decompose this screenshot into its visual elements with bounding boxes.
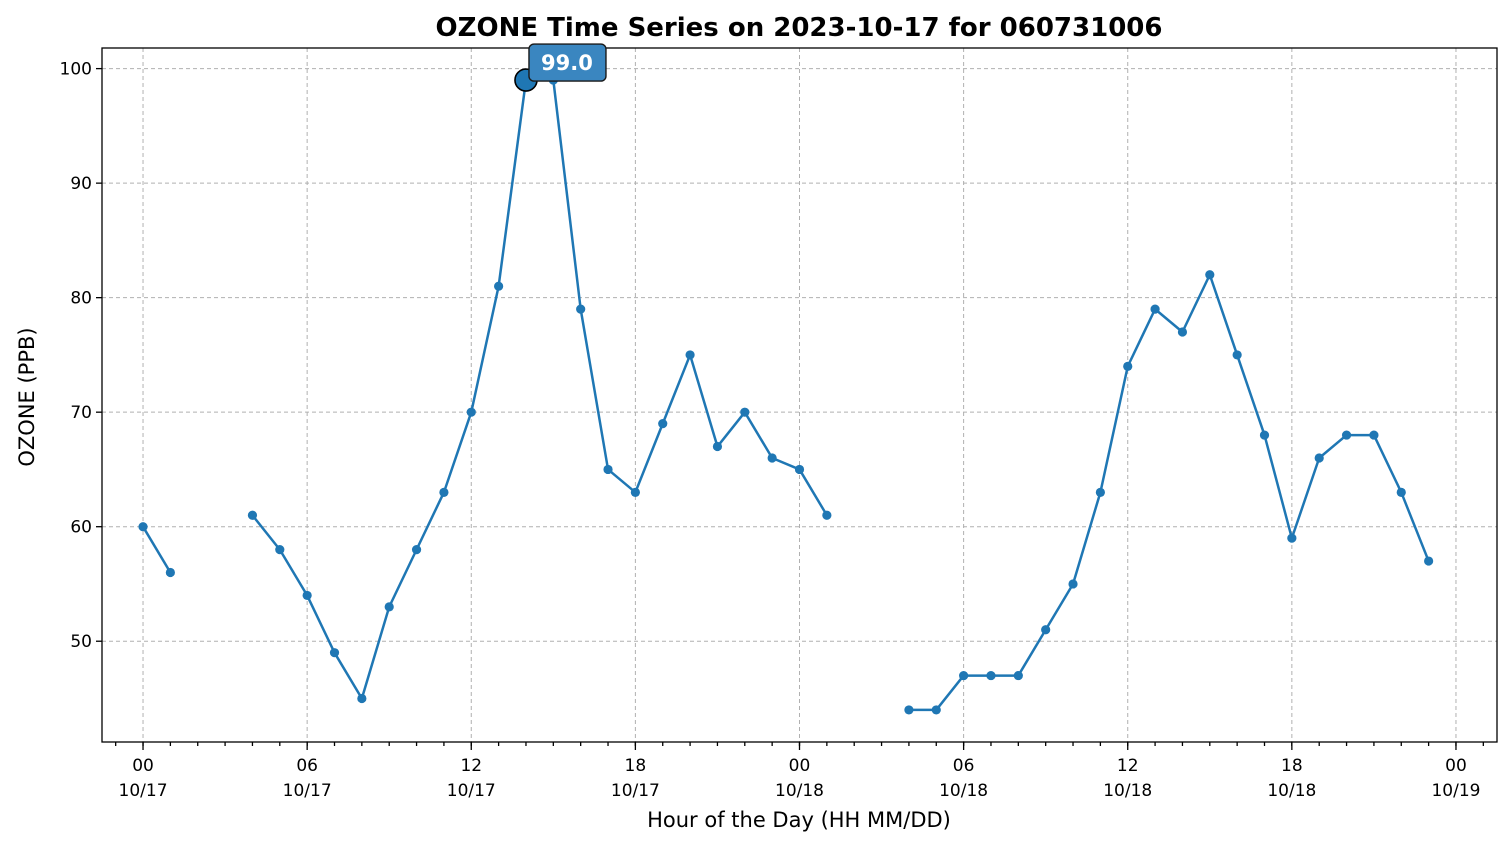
data-point [740, 407, 750, 417]
data-point [1123, 361, 1133, 371]
y-tick-label: 60 [70, 518, 92, 538]
data-point [959, 670, 969, 681]
x-tick-label-hour: 18 [625, 756, 647, 776]
x-tick-label-hour: 00 [789, 756, 811, 776]
data-point [767, 453, 777, 463]
x-tick-label-date: 10/18 [1267, 781, 1316, 801]
data-point [439, 487, 449, 497]
data-point [384, 602, 394, 612]
peak-label: 99.0 [541, 51, 593, 75]
data-point [329, 648, 340, 658]
chart-title: OZONE Time Series on 2023-10-17 for 0607… [436, 13, 1163, 43]
series-ozone [138, 75, 1434, 715]
data-point [138, 522, 148, 532]
y-tick-label: 80 [70, 289, 92, 309]
x-tick-label-hour: 18 [1281, 756, 1303, 776]
data-point [630, 487, 640, 497]
data-point [466, 407, 476, 417]
y-tick-label: 90 [70, 174, 92, 194]
data-point [576, 304, 586, 314]
x-tick-label-date: 10/17 [447, 781, 496, 801]
x-tick-label-hour: 00 [132, 756, 154, 776]
data-point [822, 510, 832, 520]
data-point [1068, 579, 1078, 589]
x-tick-label-date: 10/17 [283, 781, 332, 801]
data-point [1314, 453, 1324, 463]
data-point [1424, 556, 1434, 566]
series-line-segment [908, 273, 1430, 712]
x-tick-label-hour: 06 [296, 756, 318, 776]
data-point [1177, 327, 1188, 337]
tick-marks [96, 67, 1484, 750]
series-line-segment [141, 526, 172, 574]
data-point [931, 705, 941, 715]
y-axis-label: OZONE (PPB) [15, 327, 39, 466]
tick-labels: 50 60 70 80 90 100 00 10/17 06 10/17 12 10/17 18 10/1… [60, 60, 1481, 801]
grid [102, 48, 1497, 742]
data-point [904, 705, 914, 715]
data-point [494, 281, 504, 291]
data-point [1205, 270, 1215, 280]
data-point [603, 464, 613, 475]
y-tick-label: 100 [60, 60, 92, 80]
y-tick-label: 70 [70, 403, 92, 423]
data-point [165, 567, 175, 578]
data-point [1150, 304, 1160, 314]
x-tick-label-date: 10/18 [1103, 781, 1152, 801]
data-point [1232, 350, 1242, 360]
data-point [357, 693, 367, 704]
y-tick-label: 50 [70, 632, 92, 652]
data-point [1095, 487, 1105, 497]
series-line-segment [251, 78, 828, 700]
data-point [275, 545, 285, 555]
x-tick-label-date: 10/17 [611, 781, 660, 801]
data-point [1396, 487, 1406, 497]
data-point [685, 350, 695, 360]
x-tick-label-hour: 06 [953, 756, 975, 776]
peak-label-box [528, 43, 607, 82]
data-point [302, 590, 312, 601]
x-tick-label-hour: 12 [460, 756, 482, 776]
data-point [1341, 430, 1352, 440]
x-axis-label: Hour of the Day (HH MM/DD) [647, 808, 951, 832]
data-point [1259, 430, 1270, 440]
data-point [794, 464, 805, 475]
data-point [247, 510, 258, 520]
data-point [1041, 625, 1051, 635]
data-point [1369, 430, 1379, 440]
data-point [712, 441, 723, 452]
data-point [1013, 670, 1023, 681]
x-tick-label-date: 10/19 [1431, 781, 1480, 801]
data-point [1287, 533, 1297, 543]
peak-annotation: 99.0 [514, 43, 607, 92]
x-tick-label-date: 10/18 [939, 781, 988, 801]
data-point [411, 545, 422, 555]
data-point [658, 419, 668, 429]
x-tick-label-date: 10/17 [119, 781, 168, 801]
x-tick-label-hour: 12 [1117, 756, 1139, 776]
x-tick-label-hour: 00 [1445, 756, 1467, 776]
data-point [986, 670, 996, 681]
x-tick-label-date: 10/18 [775, 781, 824, 801]
